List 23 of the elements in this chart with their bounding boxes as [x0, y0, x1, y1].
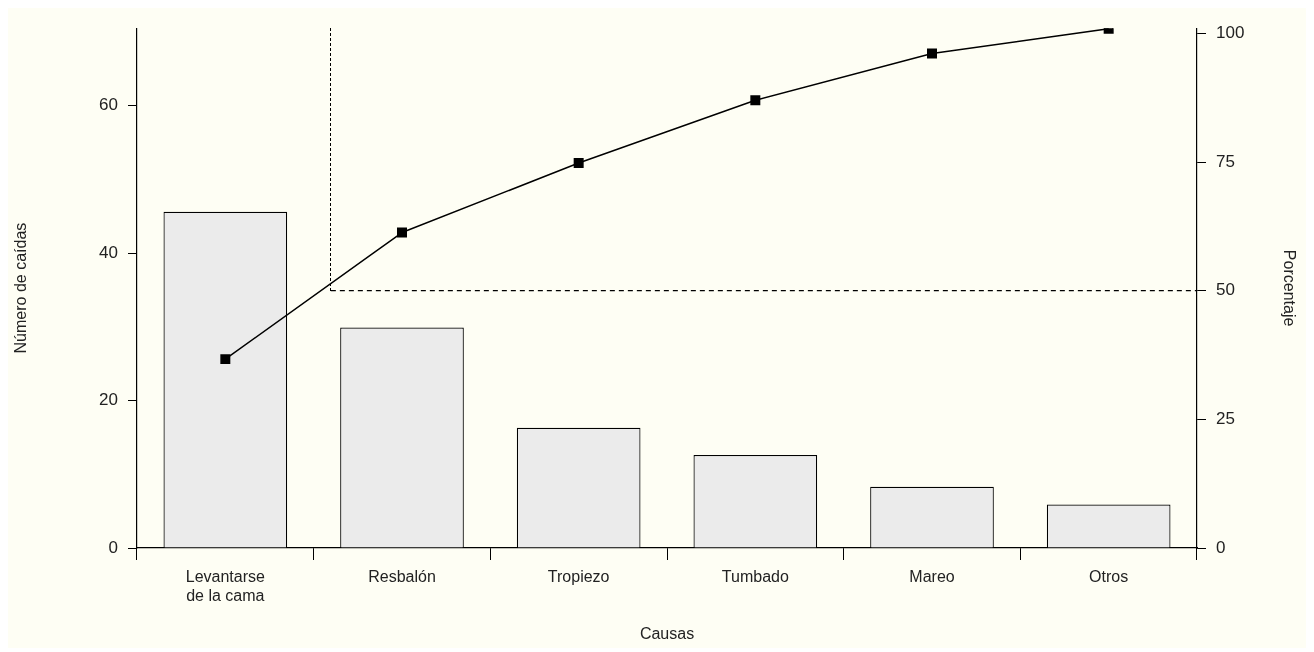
y-tick-label: 40 [99, 242, 118, 262]
point [927, 48, 937, 59]
y-tick-label: 60 [99, 95, 118, 115]
x-tick-label: Tropiezo [547, 568, 610, 586]
y2-tick-label: 0 [1216, 537, 1226, 557]
y-axis-title: Número de caídas [12, 222, 30, 354]
point [573, 158, 584, 169]
y2-axis-title: Porcentaje [1280, 249, 1298, 327]
y2-tick-label: 75 [1216, 151, 1235, 171]
y-tick-label: 0 [108, 537, 118, 557]
point [750, 95, 761, 106]
x-tick-label: Otros [1089, 568, 1129, 586]
x-tick-label: Levantarse de la cama [185, 568, 266, 605]
x-axis-title: Causas [639, 624, 695, 642]
y2-tick-label: 50 [1216, 280, 1235, 300]
x-tick-label: Tumbado [721, 568, 789, 586]
y2-tick-label: 25 [1216, 409, 1235, 429]
point [220, 354, 231, 365]
x-tick-label: Resbalón [368, 568, 436, 586]
point [397, 227, 407, 238]
y2-tick-label: 100 [1216, 23, 1245, 43]
y-tick-label: 20 [99, 390, 118, 410]
x-tick-label: Mareo [909, 568, 955, 586]
